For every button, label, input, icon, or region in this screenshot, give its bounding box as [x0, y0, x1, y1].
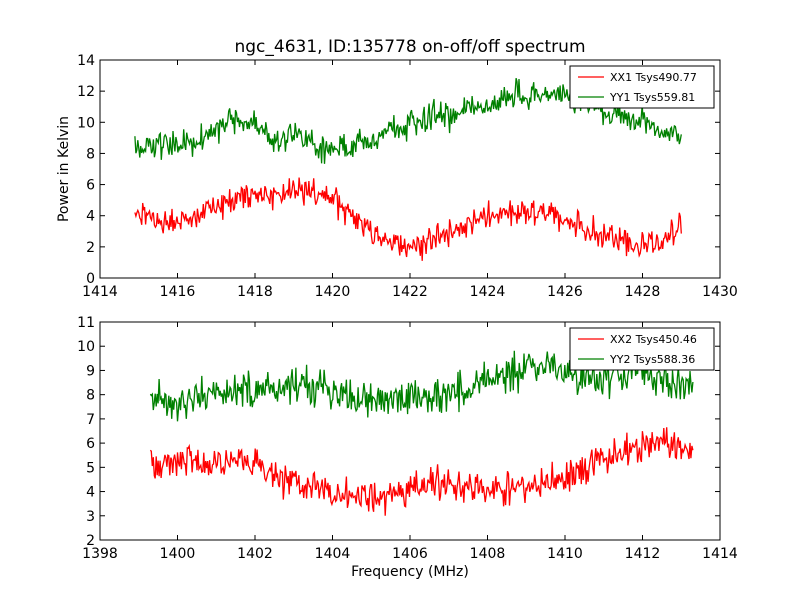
x-tick-label: 1404 — [315, 546, 351, 562]
x-tick-label: 1426 — [547, 284, 583, 300]
top-axis-ticks: 1414 1416 1418 1420 1422 1424 1426 1428 1430 0 2 4 6… — [77, 53, 738, 300]
bottom-plot-lines — [149, 350, 694, 516]
x-tick-label: 1416 — [160, 284, 196, 300]
legend-label: YY1 Tsys559.81 — [609, 91, 695, 104]
y-tick-label: 5 — [86, 460, 95, 476]
legend-box — [569, 65, 715, 109]
legend-label: XX2 Tsys450.46 — [610, 333, 697, 346]
y-tick-label: 2 — [86, 533, 95, 549]
y-tick-label: 8 — [86, 146, 95, 162]
bottom-axis-ticks: 1398 1400 1402 1404 1406 1408 1410 1412 1414 2 3 4 5… — [77, 315, 738, 562]
series-line-yy2 — [149, 350, 694, 422]
x-tick-label: 1398 — [82, 546, 118, 562]
bottom-x-axis-label: Frequency (MHz) — [351, 564, 469, 580]
x-tick-label: 1428 — [625, 284, 661, 300]
x-tick-label: 1412 — [625, 546, 661, 562]
legend-label: XX1 Tsys490.77 — [610, 71, 697, 84]
top-y-axis-label: Power in Kelvin — [56, 116, 72, 222]
x-tick-label: 1422 — [392, 284, 428, 300]
x-tick-label: 1410 — [547, 546, 583, 562]
legend-box — [569, 327, 715, 371]
y-tick-label: 2 — [86, 240, 95, 256]
y-tick-label: 3 — [86, 509, 95, 525]
bottom-panel-xx2-yy2: 1398 1400 1402 1404 1406 1408 1410 1412 1414 2 3 4 5… — [77, 315, 738, 580]
y-tick-label: 10 — [77, 115, 95, 131]
x-tick-label: 1400 — [160, 546, 196, 562]
top-panel-xx1-yy1: 1414 1416 1418 1420 1422 1424 1426 1428 1430 0 2 4 6… — [56, 53, 738, 300]
bottom-legend: XX2 Tsys450.46 YY2 Tsys588.36 — [569, 327, 715, 371]
y-tick-label: 11 — [77, 315, 95, 331]
x-tick-label: 1418 — [237, 284, 273, 300]
y-tick-label: 7 — [86, 412, 95, 428]
y-tick-label: 6 — [86, 178, 95, 194]
y-tick-label: 8 — [86, 388, 95, 404]
x-tick-label: 1414 — [82, 284, 118, 300]
y-tick-label: 4 — [86, 485, 95, 501]
y-tick-label: 4 — [86, 209, 95, 225]
y-tick-label: 10 — [77, 339, 95, 355]
y-tick-label: 9 — [86, 363, 95, 379]
x-tick-label: 1408 — [470, 546, 506, 562]
series-line-xx1 — [134, 177, 682, 261]
x-tick-label: 1402 — [237, 546, 273, 562]
y-tick-label: 12 — [77, 84, 95, 100]
x-tick-label: 1406 — [392, 546, 428, 562]
legend-label: YY2 Tsys588.36 — [609, 353, 695, 366]
y-tick-label: 6 — [86, 436, 95, 452]
top-legend: XX1 Tsys490.77 YY1 Tsys559.81 — [569, 65, 715, 109]
y-tick-label: 0 — [86, 271, 95, 287]
x-tick-label: 1420 — [315, 284, 351, 300]
figure-title: ngc_4631, ID:135778 on-off/off spectrum — [234, 37, 585, 57]
x-tick-label: 1424 — [470, 284, 506, 300]
x-tick-label: 1430 — [702, 284, 738, 300]
y-tick-label: 14 — [77, 53, 95, 69]
series-line-xx2 — [149, 427, 694, 516]
x-tick-label: 1414 — [702, 546, 738, 562]
